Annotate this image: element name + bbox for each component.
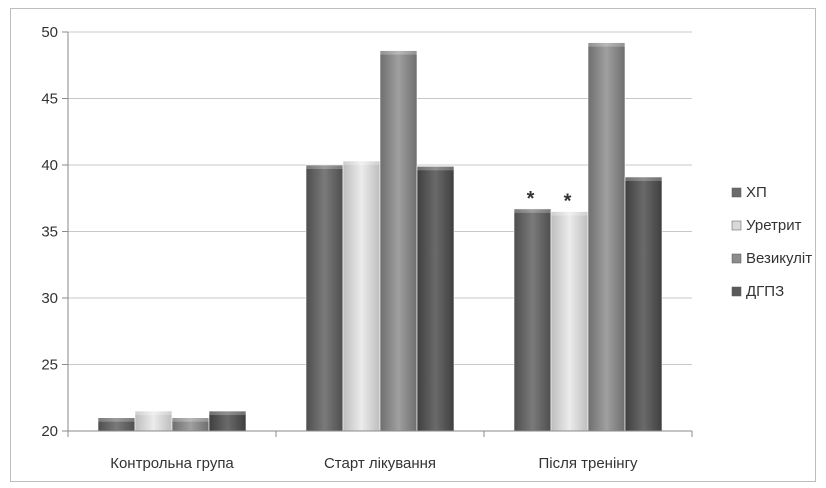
legend-label: ДГПЗ — [746, 283, 784, 300]
x-tick-label: Після тренінгу — [538, 455, 638, 472]
bar-highlight — [625, 176, 662, 181]
x-tick-label: Контрольна група — [110, 455, 234, 472]
bar-highlight — [343, 161, 380, 166]
legend-swatch — [731, 187, 742, 198]
bar-2-0 — [513, 208, 552, 432]
bar-highlight — [135, 411, 172, 416]
bar-highlight — [417, 166, 454, 171]
bar-highlight — [306, 165, 343, 169]
bar-1-3 — [416, 166, 455, 432]
bar-highlight — [172, 417, 209, 422]
bar-1-0 — [305, 164, 344, 432]
y-tick-label: 25 — [41, 357, 58, 374]
bar-highlight — [551, 211, 588, 216]
legend-label: ХП — [746, 184, 767, 201]
y-tick-label: 50 — [41, 24, 58, 41]
bar-highlight — [514, 208, 551, 213]
bar-highlight — [380, 50, 417, 55]
bar-1-2 — [379, 50, 418, 432]
legend-swatch — [731, 286, 742, 297]
bar-1-1 — [342, 160, 381, 432]
significance-marker: * — [564, 191, 572, 213]
y-tick-label: 45 — [41, 91, 58, 108]
legend-swatch — [731, 220, 742, 231]
bar-highlight — [588, 42, 625, 47]
y-tick-label: 30 — [41, 290, 58, 307]
y-tick-label: 40 — [41, 157, 58, 174]
bar-highlight — [98, 417, 135, 422]
y-tick-label: 20 — [41, 423, 58, 440]
y-tick-label: 35 — [41, 224, 58, 241]
bar-2-3 — [624, 176, 663, 432]
legend-swatch — [731, 253, 742, 264]
legend-label: Везикуліт — [746, 250, 812, 267]
legend-label: Уретрит — [746, 217, 802, 234]
bar-highlight — [209, 411, 246, 416]
bar-2-1 — [550, 211, 589, 432]
significance-marker: * — [527, 188, 535, 210]
bar-2-2 — [587, 42, 626, 432]
x-tick-label: Старт лікування — [324, 455, 436, 472]
